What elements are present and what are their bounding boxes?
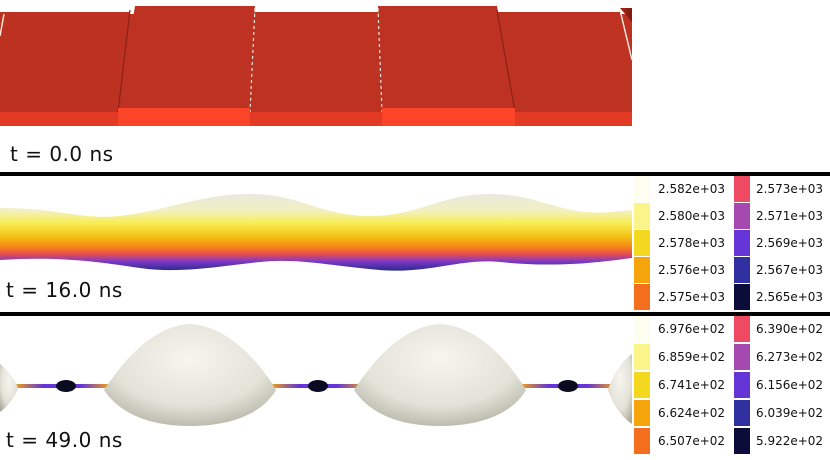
swatch-color <box>634 257 650 283</box>
time-label: t = 0.0 ns <box>10 142 114 166</box>
legend-value: 5.922e+02 <box>756 434 824 448</box>
legend-value: 6.859e+02 <box>658 350 726 364</box>
legend-value: 6.273e+02 <box>756 350 824 364</box>
legend-swatch <box>634 344 650 370</box>
legend-swatch <box>734 400 750 426</box>
droplet-profile-render <box>0 324 632 426</box>
panel-divider <box>0 172 830 176</box>
legend-value: 2.576e+03 <box>658 263 726 277</box>
legend-swatch <box>634 428 650 454</box>
legend-value: 2.567e+03 <box>756 263 824 277</box>
swatch-color <box>634 203 650 229</box>
legend-swatch <box>734 284 750 310</box>
legend-swatch <box>734 316 750 342</box>
film-profile-render <box>0 194 632 271</box>
legend-value: 6.624e+02 <box>658 406 726 420</box>
legend-swatch <box>734 372 750 398</box>
legend-value: 6.156e+02 <box>756 378 824 392</box>
legend-swatch <box>734 344 750 370</box>
time-label: t = 49.0 ns <box>6 428 123 452</box>
legend-swatch <box>634 284 650 310</box>
legend-swatch <box>634 203 650 229</box>
legend-value: 2.573e+03 <box>756 182 824 196</box>
initial-slab-render <box>0 6 633 126</box>
legend-swatch <box>634 230 650 256</box>
legend-value: 2.569e+03 <box>756 236 824 250</box>
swatch-color <box>634 284 650 310</box>
colorbar-legend-upper: 6.976e+02 6.859e+02 6.741e+02 6.624e+02 … <box>634 316 730 456</box>
legend-swatch <box>734 203 750 229</box>
legend-value: 6.039e+02 <box>756 406 824 420</box>
panel-divider <box>0 312 830 316</box>
legend-value: 6.390e+02 <box>756 322 824 336</box>
colorbar-legend-upper: 2.582e+03 2.580e+03 2.578e+03 2.576e+03 … <box>634 176 730 310</box>
colorbar-legend-lower: 2.573e+03 2.571e+03 2.569e+03 2.567e+03 … <box>734 176 828 310</box>
legend-swatch <box>734 176 750 202</box>
legend-value: 2.578e+03 <box>658 236 726 250</box>
legend-swatch <box>734 428 750 454</box>
legend-value: 2.575e+03 <box>658 290 726 304</box>
panel-t16: t = 16.0 ns 2.582e+03 2.580e+03 2.578e+0… <box>0 176 830 312</box>
colorbar-legend-lower: 6.390e+02 6.273e+02 6.156e+02 6.039e+02 … <box>734 316 828 456</box>
legend-value: 2.580e+03 <box>658 209 726 223</box>
legend-value: 2.582e+03 <box>658 182 726 196</box>
swatch-color <box>634 176 650 202</box>
legend-swatch <box>634 372 650 398</box>
legend-swatch <box>734 257 750 283</box>
swatch-color <box>634 230 650 256</box>
legend-value: 2.565e+03 <box>756 290 824 304</box>
panel-t49: t = 49.0 ns 6.976e+02 6.859e+02 6.741e+0… <box>0 316 830 460</box>
panel-t0: t = 0.0 ns <box>0 0 830 172</box>
legend-swatch <box>734 230 750 256</box>
legend-swatch <box>634 176 650 202</box>
time-label: t = 16.0 ns <box>6 278 123 302</box>
legend-swatch <box>634 400 650 426</box>
legend-value: 6.976e+02 <box>658 322 726 336</box>
legend-value: 6.507e+02 <box>658 434 726 448</box>
legend-swatch <box>634 257 650 283</box>
legend-value: 6.741e+02 <box>658 378 726 392</box>
legend-swatch <box>634 316 650 342</box>
legend-value: 2.571e+03 <box>756 209 824 223</box>
